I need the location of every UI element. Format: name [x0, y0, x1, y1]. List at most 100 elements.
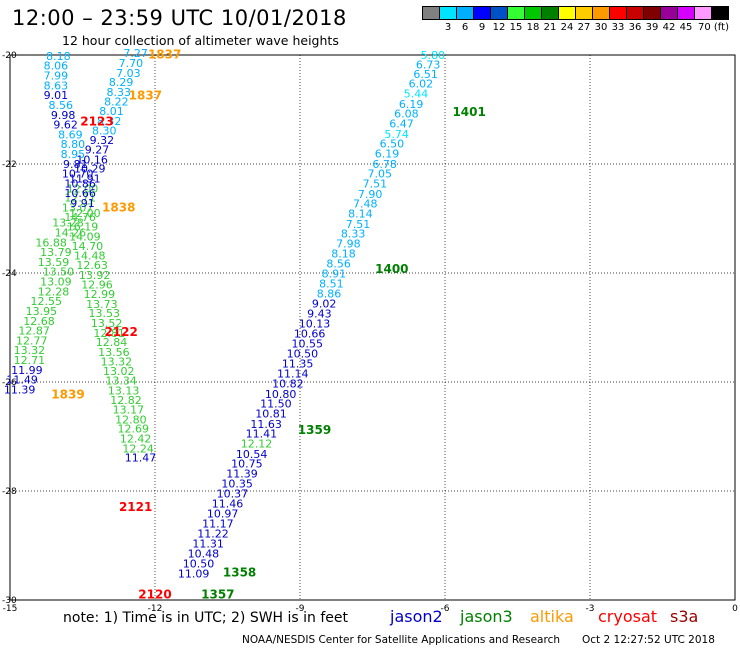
wave-height-point: 7.51 [363, 177, 388, 190]
wave-height-point: 12.00 [69, 207, 101, 220]
x-tick-label: -6 [441, 604, 450, 614]
x-tick-label: -12 [148, 604, 163, 614]
y-tick-label: -28 [2, 487, 17, 497]
wave-height-point: 7.05 [368, 168, 393, 181]
wave-height-values: 5.806.736.516.025.446.196.086.475.746.50… [4, 47, 445, 580]
wave-height-point: 8.51 [319, 278, 344, 291]
wave-height-point: 11.14 [277, 368, 309, 381]
wave-height-point: 5.74 [384, 128, 409, 141]
wave-height-point: 11.49 [6, 374, 38, 387]
wave-height-point: 14.09 [69, 230, 101, 243]
wave-height-point: 11.63 [250, 418, 282, 431]
wave-height-point: 10.82 [272, 377, 304, 390]
wave-height-point: 8.18 [46, 50, 71, 63]
wave-height-point: 11.50 [260, 398, 292, 411]
wave-height-point: 16.88 [35, 236, 67, 249]
pass-time-label: 1359 [298, 423, 331, 437]
wave-height-point: 8.22 [104, 96, 129, 109]
color-scale-label: 3 [444, 22, 452, 33]
color-scale-label: 39 [645, 22, 659, 33]
y-tick-label: -22 [2, 160, 17, 170]
wave-height-point: 11.09 [178, 568, 210, 581]
pass-time-label: 2123 [80, 114, 113, 128]
wave-height-point: 12.68 [23, 315, 55, 328]
wave-height-point: 14.76 [64, 211, 96, 224]
wave-height-point: 10.80 [265, 388, 297, 401]
color-scale-label: 45 [679, 22, 693, 33]
wave-height-point: 8.33 [107, 86, 132, 99]
wave-height-point: 10.70 [62, 168, 94, 181]
wave-height-point: 6.47 [389, 117, 414, 130]
wave-height-point: 6.50 [380, 138, 405, 151]
wave-height-point: 11.22 [197, 527, 229, 540]
pass-time-label: 1401 [452, 105, 485, 119]
wave-height-point: 11.91 [69, 173, 101, 186]
wave-height-point: 13.09 [40, 276, 72, 289]
wave-height-point: 7.99 [44, 70, 69, 83]
wave-height-point: 8.91 [322, 267, 347, 280]
legend-entry-jason2: jason2 [390, 607, 443, 626]
wave-height-point: 16.19 [67, 220, 99, 233]
wave-height-point: 8.56 [49, 99, 74, 112]
wave-height-point: 11.39 [226, 467, 258, 480]
wave-height-point: 10.97 [207, 508, 239, 521]
wave-height-point: 7.51 [346, 218, 371, 231]
wave-height-point: 13.92 [79, 269, 111, 282]
pass-time-label: 1837 [129, 89, 162, 103]
wave-height-point: 12.71 [64, 192, 96, 205]
wave-height-point: 12.99 [84, 288, 116, 301]
wave-height-point: 13.79 [40, 246, 72, 259]
wave-height-point: 12.77 [16, 334, 48, 347]
wave-height-point: 11.99 [11, 364, 43, 377]
wave-height-point: 8.33 [341, 228, 366, 241]
wave-height-point: 7.70 [119, 57, 144, 70]
wave-height-point: 13.32 [14, 344, 46, 357]
x-tick-label: 0 [732, 604, 738, 614]
wave-height-point: 7.27 [123, 47, 148, 60]
wave-height-point: 12.81 [93, 327, 125, 340]
pass-time-label: 1838 [102, 200, 135, 214]
wave-height-point: 10.66 [294, 327, 326, 340]
wave-height-point: 12.84 [96, 336, 128, 349]
wave-height-point: 13.50 [43, 266, 75, 279]
pass-time-label: 1357 [201, 587, 234, 601]
wave-height-point: 12.00 [67, 182, 99, 195]
y-tick-label: -20 [2, 51, 17, 61]
wave-height-point: 11.39 [4, 383, 36, 396]
time-labels: 1837 1837 2123 1838 2122 1839 2121 2120 1401 1400… [51, 47, 486, 601]
wave-height-point: 13.56 [98, 346, 130, 359]
color-swatch [711, 6, 729, 20]
wave-height-point: 13.34 [105, 375, 137, 388]
wave-height-point: 11.35 [282, 357, 314, 370]
wave-height-point: 6.73 [416, 59, 441, 72]
axis-ticks: -15 -12 -9 -6 -3 0-20-22-24-26-28-30 [2, 51, 738, 614]
wave-height-point: 8.14 [348, 207, 373, 220]
generation-timestamp: Oct 2 12:27:52 UTC 2018 [582, 634, 715, 646]
wave-height-point: 10.75 [231, 458, 263, 471]
wave-height-point: 13.59 [38, 256, 70, 269]
wave-height-point: 10.81 [255, 407, 287, 420]
wave-height-point: 10.55 [292, 338, 324, 351]
wave-height-point: 14.26 [55, 226, 87, 239]
wave-height-point: 9.81 [63, 158, 88, 171]
wave-height-point: 12.55 [31, 295, 63, 308]
wave-height-point: 13.32 [101, 356, 133, 369]
wave-height-point: 8.86 [317, 288, 342, 301]
wave-height-point: 13.95 [26, 305, 58, 318]
color-scale-label: 36 [628, 22, 642, 33]
color-scale-label: 33 [611, 22, 625, 33]
wave-height-point: 7.98 [336, 237, 361, 250]
color-scale-label: 30 [594, 22, 608, 33]
wave-height-point: 7.90 [358, 188, 383, 201]
wave-height-point: 13.28 [52, 217, 84, 230]
wave-height-point: 9.32 [90, 134, 115, 147]
wave-height-point: 12.82 [110, 394, 142, 407]
wave-height-point: 14.48 [74, 249, 106, 262]
wave-height-point: 10.50 [287, 347, 319, 360]
pass-time-label: 1400 [375, 262, 408, 276]
wave-height-point: 5.44 [404, 88, 429, 101]
legend-entry-cryosat: cryosat [598, 607, 658, 626]
wave-height-point: 10.29 [74, 163, 106, 176]
credit-line: NOAA/NESDIS Center for Satellite Applica… [242, 634, 560, 646]
wave-height-point: 12.42 [120, 432, 152, 445]
